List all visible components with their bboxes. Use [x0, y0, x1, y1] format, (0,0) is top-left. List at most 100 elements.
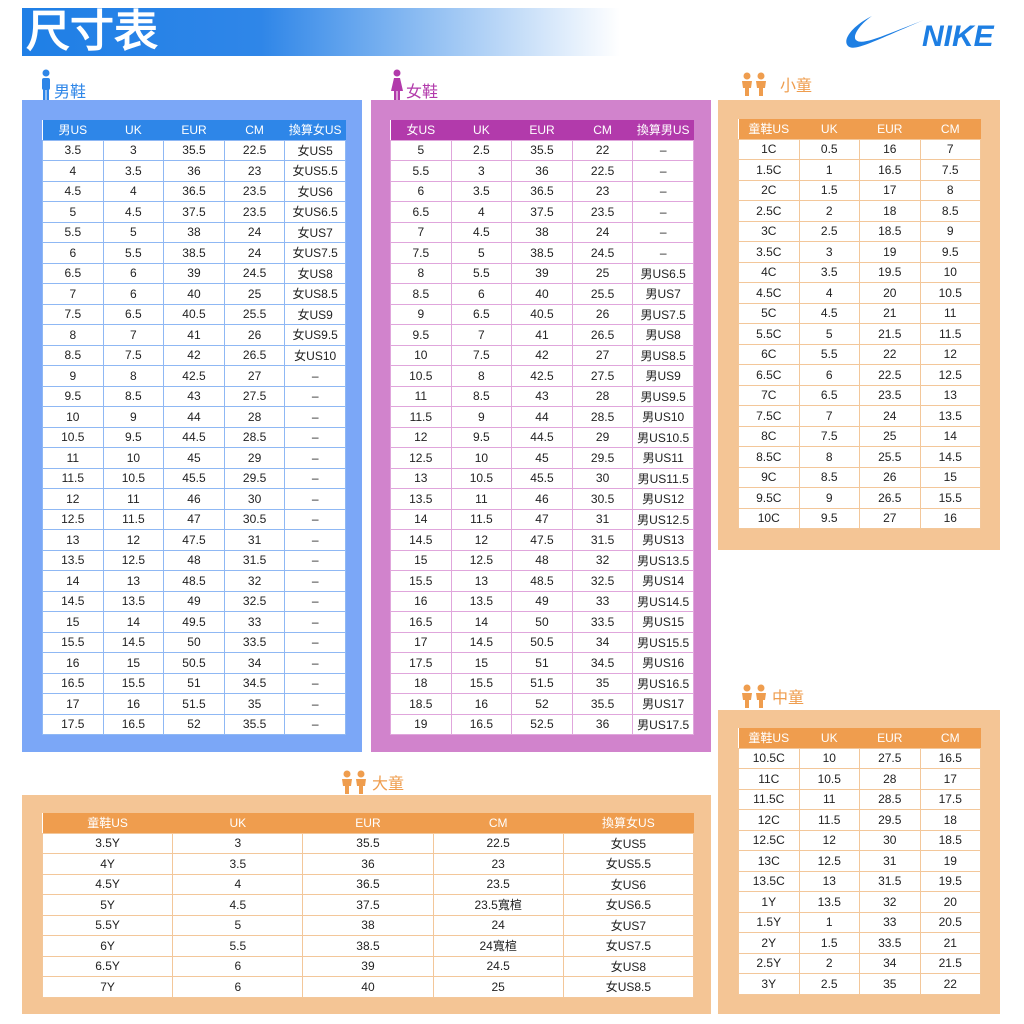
table-cell: 33.5 — [571, 611, 634, 633]
table-cell: 10.5 — [919, 282, 981, 304]
table-cell: 19 — [919, 850, 981, 872]
table-cell: – — [284, 611, 346, 633]
table-cell: 8 — [390, 262, 452, 284]
table-cell: 46 — [163, 488, 225, 510]
table-row: 16 15 50.5 34– — [42, 652, 346, 674]
table-cell: 5.5C — [738, 323, 800, 345]
table-cell: 16 — [390, 590, 452, 612]
table-cell: 男US17 — [632, 693, 694, 715]
table-cell: 11.5 — [42, 467, 104, 489]
table-cell: 28.5 — [859, 788, 921, 810]
table-cell: 4C — [738, 261, 800, 283]
table-cell: 31.5 — [571, 529, 634, 551]
table-cell: 35.5 — [571, 693, 634, 715]
table-row: 10.5 8 42.5 27.5 男US9 — [390, 365, 694, 387]
column-header: CM — [920, 119, 981, 139]
table-cell: – — [284, 713, 346, 735]
table-cell: 男US11.5 — [632, 467, 694, 489]
table-cell: 10 — [390, 344, 452, 366]
table-row: 4C 3.5 19.5 10 — [738, 261, 981, 283]
table-row: 2C 1.5 17 8 — [738, 179, 981, 201]
table-cell: 4Y — [41, 853, 174, 875]
table-row: 13 12 47.5 31– — [42, 529, 346, 551]
table-cell: 24.5 — [571, 242, 634, 264]
table-cell: 女US5 — [562, 832, 695, 854]
table-cell: 26.5 — [859, 487, 921, 509]
table-cell: 33 — [223, 611, 286, 633]
table-cell: 40 — [302, 976, 434, 998]
table-cell: 24 — [223, 221, 286, 243]
table-cell: 8.5 — [390, 283, 452, 305]
table-cell: 男US14.5 — [632, 590, 694, 612]
table-row: 5.5Y 5 38 24 女US7 — [41, 914, 695, 936]
table-cell: 26.5 — [571, 324, 634, 346]
column-header: EUR — [859, 119, 920, 139]
table-row: 8.5 6 40 25.5 男US7 — [390, 283, 694, 305]
table-cell: 12 — [798, 829, 860, 851]
table-cell: 16 — [859, 138, 921, 160]
table-cell: 13 — [798, 870, 860, 892]
table-row: 4 3.5 36 23 女US5.5 — [42, 160, 346, 182]
table-cell: 22 — [919, 973, 981, 995]
table-cell: 女US6 — [284, 180, 346, 202]
small-kids-size-table: 童鞋US UK EUR CM 1C 0.5 16 7 1.5C 1 16.5 7.5 2C 1.5 17 8 2… — [738, 119, 981, 529]
table-cell: 6 — [102, 262, 165, 284]
table-row: 15.5 13 48.5 32.5 男US14 — [390, 570, 694, 592]
table-cell: 1 — [798, 159, 860, 181]
table-cell: 19 — [390, 713, 452, 735]
table-cell: 6 — [42, 242, 104, 264]
table-cell: 13.5 — [390, 488, 452, 510]
table-cell: 18 — [390, 672, 452, 694]
table-cell: 13 — [390, 467, 452, 489]
column-header: UK — [172, 813, 303, 833]
table-cell: 9.5 — [450, 426, 513, 448]
table-cell: 25 — [223, 283, 286, 305]
table-row: 5 2.5 35.5 22– — [390, 139, 694, 161]
table-cell: 15 — [919, 466, 981, 488]
table-cell: 12 — [390, 426, 452, 448]
table-cell: 13.5 — [102, 590, 165, 612]
table-cell: 男US7 — [632, 283, 694, 305]
table-row: 9C 8.5 26 15 — [738, 466, 981, 488]
table-cell: 3 — [172, 832, 304, 854]
table-cell: – — [284, 570, 346, 592]
table-row: 4Y 3.5 36 23 女US5.5 — [41, 853, 695, 875]
table-row: 15 14 49.5 33– — [42, 611, 346, 633]
table-cell: 10.5 — [102, 467, 165, 489]
table-cell: 5 — [42, 201, 104, 223]
table-cell: 23 — [223, 160, 286, 182]
table-cell: 8C — [738, 425, 800, 447]
table-cell: 24寬楦 — [432, 935, 564, 957]
table-cell: 9.5 — [390, 324, 452, 346]
table-cell: 33 — [571, 590, 634, 612]
column-header: 童鞋US — [738, 119, 799, 139]
table-cell: 7 — [102, 324, 165, 346]
column-header: 換算女US — [563, 813, 694, 833]
table-cell: 49.5 — [163, 611, 225, 633]
children-icon — [342, 770, 366, 794]
table-row: 6.5Y 6 39 24.5 女US8 — [41, 955, 695, 977]
table-cell: 9.5 — [102, 426, 165, 448]
small-kids-label: 小童 — [780, 76, 813, 95]
table-cell: 15 — [450, 652, 513, 674]
table-cell: 4 — [798, 282, 860, 304]
table-cell: 16 — [102, 693, 165, 715]
table-cell: 女US8.5 — [284, 283, 346, 305]
table-row: 12 9.5 44.5 29 男US10.5 — [390, 426, 694, 448]
table-cell: 5 — [172, 914, 304, 936]
table-cell: 36.5 — [163, 180, 225, 202]
table-cell: 9 — [450, 406, 513, 428]
table-cell: 男US8.5 — [632, 344, 694, 366]
table-cell: 30 — [571, 467, 634, 489]
table-cell: 30 — [223, 488, 286, 510]
table-row: 9 6.5 40.5 26 男US7.5 — [390, 303, 694, 325]
table-cell: 28.5 — [571, 406, 634, 428]
table-cell: 男US6.5 — [632, 262, 694, 284]
table-row: 14 11.5 47 31 男US12.5 — [390, 508, 694, 530]
table-cell: 14 — [102, 611, 165, 633]
table-cell: 9 — [102, 406, 165, 428]
table-cell: 11.5 — [450, 508, 513, 530]
table-cell: 5.5 — [102, 242, 165, 264]
table-cell: 男US13.5 — [632, 549, 694, 571]
table-row: 10 7.5 42 27 男US8.5 — [390, 344, 694, 366]
